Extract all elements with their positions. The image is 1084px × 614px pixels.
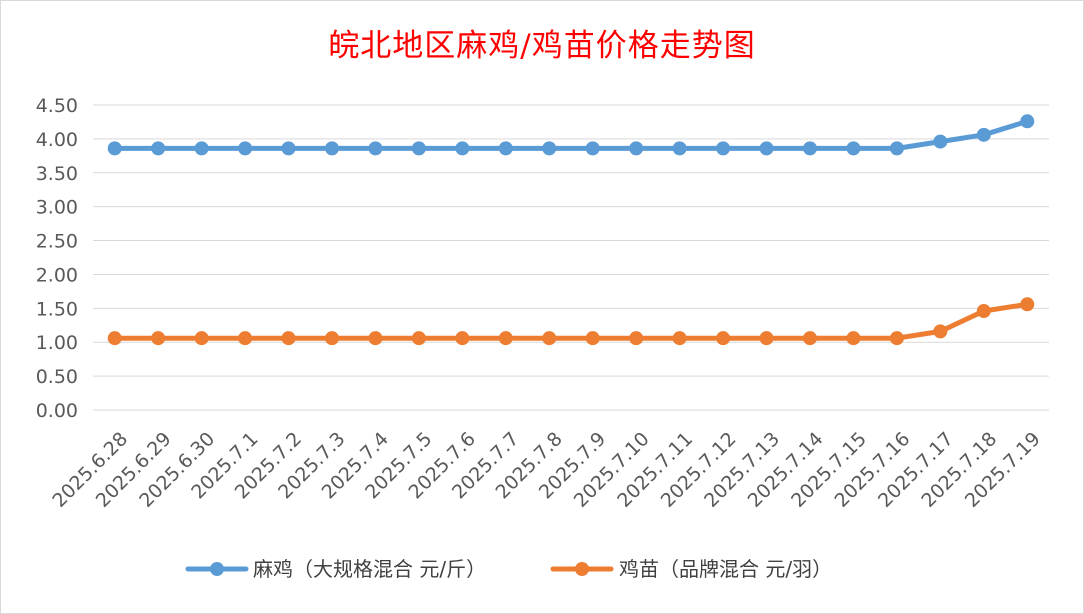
- data-point: [411, 141, 426, 156]
- data-point: [107, 141, 122, 156]
- data-point: [846, 141, 861, 156]
- data-point: [889, 331, 904, 346]
- data-point: [151, 331, 166, 346]
- data-point: [803, 141, 817, 156]
- data-point: [498, 141, 513, 156]
- y-tick-label: 3.00: [36, 197, 78, 219]
- y-tick-label: 1.50: [36, 298, 78, 320]
- data-point: [629, 331, 644, 346]
- data-point: [976, 127, 991, 142]
- y-tick-label: 2.00: [36, 264, 78, 286]
- data-point: [194, 331, 209, 346]
- y-tick-label: 3.50: [36, 163, 78, 185]
- data-point: [498, 331, 513, 346]
- data-point: [716, 331, 731, 346]
- data-point: [716, 141, 731, 156]
- series-line-0: [112, 118, 1030, 151]
- data-point: [585, 141, 600, 156]
- y-tick-label: 2.50: [36, 231, 78, 253]
- data-point: [933, 324, 948, 339]
- data-point: [411, 331, 426, 346]
- series-line-1: [112, 301, 1030, 341]
- chart-title: 皖北地区麻鸡/鸡苗价格走势图: [328, 28, 756, 64]
- data-point: [238, 331, 253, 346]
- data-point: [1020, 297, 1035, 312]
- data-point: [1020, 114, 1035, 129]
- data-point: [759, 141, 774, 156]
- data-point: [325, 331, 339, 346]
- data-point: [976, 304, 991, 319]
- data-point: [455, 331, 470, 346]
- data-point: [846, 331, 861, 346]
- y-axis-ticks: 0.00 0.50 1.00 1.50 2.00 2.50 3.00 3.50 4.00 4.50: [36, 95, 78, 422]
- data-point: [368, 331, 383, 346]
- data-point: [889, 141, 904, 156]
- data-point: [933, 134, 948, 149]
- gridlines: [93, 104, 1049, 411]
- data-point: [585, 331, 600, 346]
- data-point: [368, 141, 383, 156]
- data-point: [151, 141, 166, 156]
- data-point: [238, 141, 253, 156]
- data-point: [107, 331, 122, 346]
- data-point: [455, 141, 470, 156]
- data-point: [803, 331, 817, 346]
- series-layer: [107, 114, 1035, 346]
- legend-label: 麻鸡（大规格混合 元/斤）: [253, 557, 486, 581]
- data-point: [281, 141, 296, 156]
- legend-label: 鸡苗（品牌混合 元/羽）: [619, 557, 832, 581]
- legend: 麻鸡（大规格混合 元/斤） 鸡苗（品牌混合 元/羽）: [185, 557, 832, 581]
- x-axis-ticks: 2025.6.282025.6.292025.6.302025.7.12025.…: [48, 428, 1044, 512]
- y-tick-label: 4.00: [36, 129, 78, 151]
- legend-swatch-marker: [210, 562, 224, 576]
- data-point: [672, 331, 687, 346]
- data-point: [759, 331, 774, 346]
- data-point: [542, 331, 557, 346]
- y-tick-label: 0.00: [36, 400, 78, 422]
- y-tick-label: 4.50: [36, 95, 78, 117]
- y-tick-label: 1.00: [36, 332, 78, 354]
- data-point: [542, 141, 557, 156]
- data-point: [672, 141, 687, 156]
- legend-swatch-marker: [575, 562, 589, 576]
- y-tick-label: 0.50: [36, 366, 78, 388]
- data-point: [629, 141, 644, 156]
- data-point: [194, 141, 209, 156]
- data-point: [281, 331, 296, 346]
- data-point: [325, 141, 339, 156]
